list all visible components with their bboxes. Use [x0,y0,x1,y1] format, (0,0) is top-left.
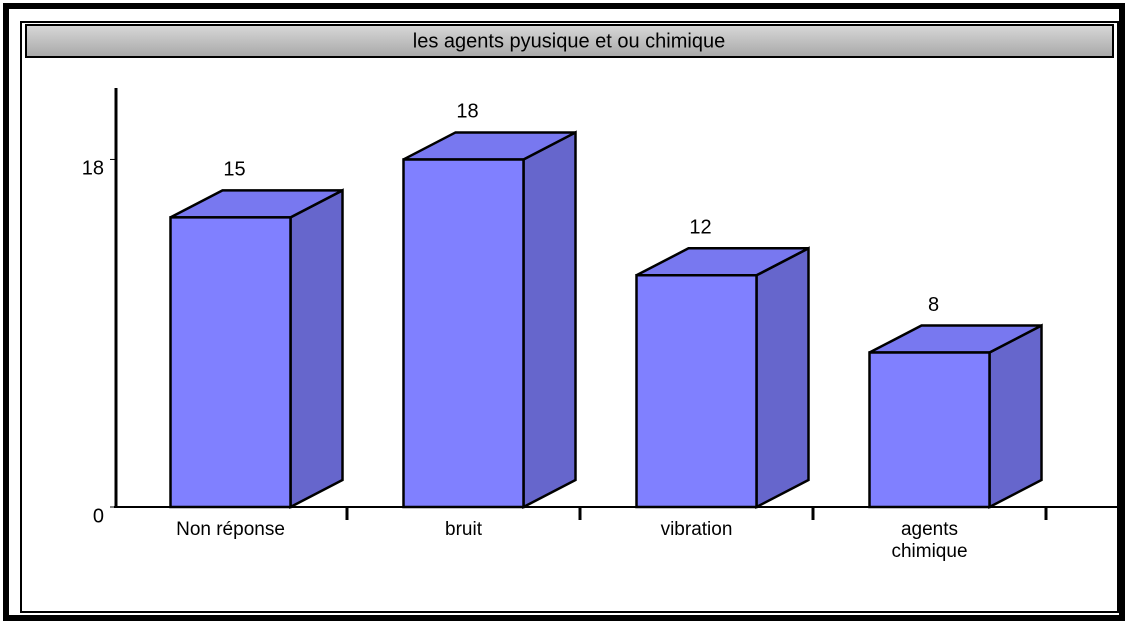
value-label: 8 [928,294,939,316]
bar-side [522,130,577,510]
x-tick-label: Non réponse [176,519,285,540]
title-bar [25,24,1114,58]
bar-side [988,323,1043,510]
chart-title: les agents pyusique et ou chimique [413,30,725,52]
bar [635,246,810,510]
x-tick-label: vibration [660,519,733,540]
bar-front [169,216,292,509]
value-label: 12 [689,217,711,239]
bar [169,188,344,510]
bar [868,323,1043,510]
x-tick-label: agents chimique [891,519,968,562]
value-label: 15 [223,159,245,181]
bar-front [635,274,758,509]
bar-front [402,158,525,509]
y-tick-label: 18 [82,158,104,180]
bar [402,130,577,510]
bar-side [289,188,344,510]
y-tick-label: 0 [93,505,104,527]
x-tick-label: bruit [445,519,482,540]
value-label: 18 [456,101,478,123]
bar-front [868,351,991,509]
bar-side [755,246,810,510]
